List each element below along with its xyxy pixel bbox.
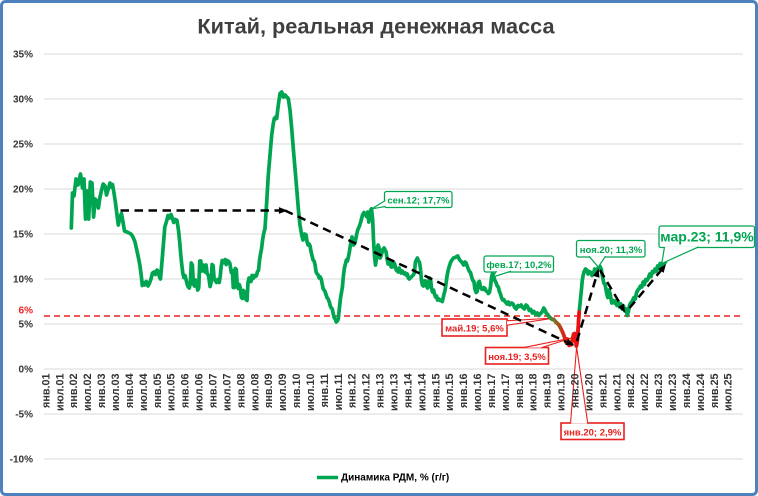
svg-text:июл.23: июл.23	[667, 374, 679, 411]
svg-text:июл.24: июл.24	[695, 374, 707, 411]
svg-text:янв.05: янв.05	[152, 374, 164, 408]
svg-text:июл.19: июл.19	[556, 374, 568, 411]
svg-text:июл.01: июл.01	[54, 374, 66, 411]
svg-text:ноя.20; 11,3%: ноя.20; 11,3%	[580, 245, 643, 256]
svg-text:июл.18: июл.18	[528, 374, 540, 411]
svg-text:янв.22: янв.22	[625, 374, 637, 408]
svg-text:янв.12: янв.12	[347, 374, 359, 408]
svg-text:янв.11: янв.11	[319, 374, 331, 408]
svg-text:июл.17: июл.17	[500, 374, 512, 411]
svg-text:июл.15: июл.15	[444, 374, 456, 411]
svg-text:15%: 15%	[13, 230, 33, 241]
svg-text:янв.20: янв.20	[570, 374, 582, 408]
svg-text:янв.15: янв.15	[430, 374, 442, 408]
svg-text:35%: 35%	[13, 50, 33, 61]
svg-text:июл.09: июл.09	[277, 374, 289, 411]
svg-text:янв.09: янв.09	[263, 374, 275, 408]
svg-text:июл.21: июл.21	[611, 374, 623, 411]
svg-text:30%: 30%	[13, 95, 33, 106]
svg-text:янв.07: янв.07	[208, 374, 220, 408]
svg-text:6%: 6%	[19, 306, 34, 317]
svg-text:-5%: -5%	[15, 410, 33, 421]
svg-text:янв.24: янв.24	[681, 374, 693, 408]
svg-text:июл.05: июл.05	[166, 374, 178, 411]
svg-text:янв.25: янв.25	[709, 374, 721, 408]
svg-text:июл.13: июл.13	[389, 374, 401, 411]
svg-text:Китай, реальная денежная масса: Китай, реальная денежная масса	[197, 14, 555, 39]
svg-text:июл.20: июл.20	[583, 374, 595, 411]
svg-text:янв.01: янв.01	[40, 374, 52, 408]
svg-text:0%: 0%	[19, 365, 34, 376]
svg-text:янв.08: янв.08	[235, 374, 247, 408]
svg-text:янв.03: янв.03	[96, 374, 108, 408]
svg-text:июл.03: июл.03	[110, 374, 122, 411]
svg-text:янв.13: янв.13	[375, 374, 387, 408]
svg-text:янв.10: янв.10	[291, 374, 303, 408]
svg-text:июл.10: июл.10	[305, 374, 317, 411]
svg-text:10%: 10%	[13, 275, 33, 286]
svg-text:20%: 20%	[13, 185, 33, 196]
svg-text:5%: 5%	[19, 320, 34, 331]
svg-text:июл.22: июл.22	[639, 374, 651, 411]
svg-text:июл.11: июл.11	[333, 374, 345, 411]
svg-text:Динамика РДМ, % (г/г): Динамика РДМ, % (г/г)	[341, 473, 449, 484]
svg-text:янв.17: янв.17	[486, 374, 498, 408]
svg-text:июл.12: июл.12	[361, 374, 373, 411]
svg-text:-10%: -10%	[10, 455, 33, 466]
svg-text:июл.08: июл.08	[249, 374, 261, 411]
svg-text:25%: 25%	[13, 140, 33, 151]
svg-text:июл.14: июл.14	[416, 374, 428, 411]
svg-text:июл.06: июл.06	[194, 374, 206, 411]
svg-text:ноя.19; 3,5%: ноя.19; 3,5%	[488, 352, 546, 363]
svg-text:янв.21: янв.21	[597, 374, 609, 408]
svg-text:июл.25: июл.25	[723, 374, 735, 411]
svg-text:янв.19: янв.19	[542, 374, 554, 408]
svg-text:янв.16: янв.16	[458, 374, 470, 408]
svg-text:июл.04: июл.04	[138, 374, 150, 411]
svg-text:янв.04: янв.04	[124, 374, 136, 408]
svg-text:май.19; 5,6%: май.19; 5,6%	[445, 324, 504, 335]
svg-text:янв.18: янв.18	[514, 374, 526, 408]
svg-text:июл.16: июл.16	[472, 374, 484, 411]
svg-text:июл.02: июл.02	[82, 374, 94, 411]
svg-text:мар.23; 11,9%: мар.23; 11,9%	[660, 229, 754, 245]
svg-text:июл.07: июл.07	[221, 374, 233, 411]
svg-text:янв.02: янв.02	[68, 374, 80, 408]
svg-text:фев.17; 10,2%: фев.17; 10,2%	[486, 260, 552, 271]
svg-text:янв.06: янв.06	[180, 374, 192, 408]
svg-text:сен.12; 17,7%: сен.12; 17,7%	[387, 196, 450, 207]
svg-text:янв.23: янв.23	[653, 374, 665, 408]
svg-text:янв.14: янв.14	[402, 374, 414, 408]
svg-text:янв.20; 2,9%: янв.20; 2,9%	[564, 428, 622, 439]
